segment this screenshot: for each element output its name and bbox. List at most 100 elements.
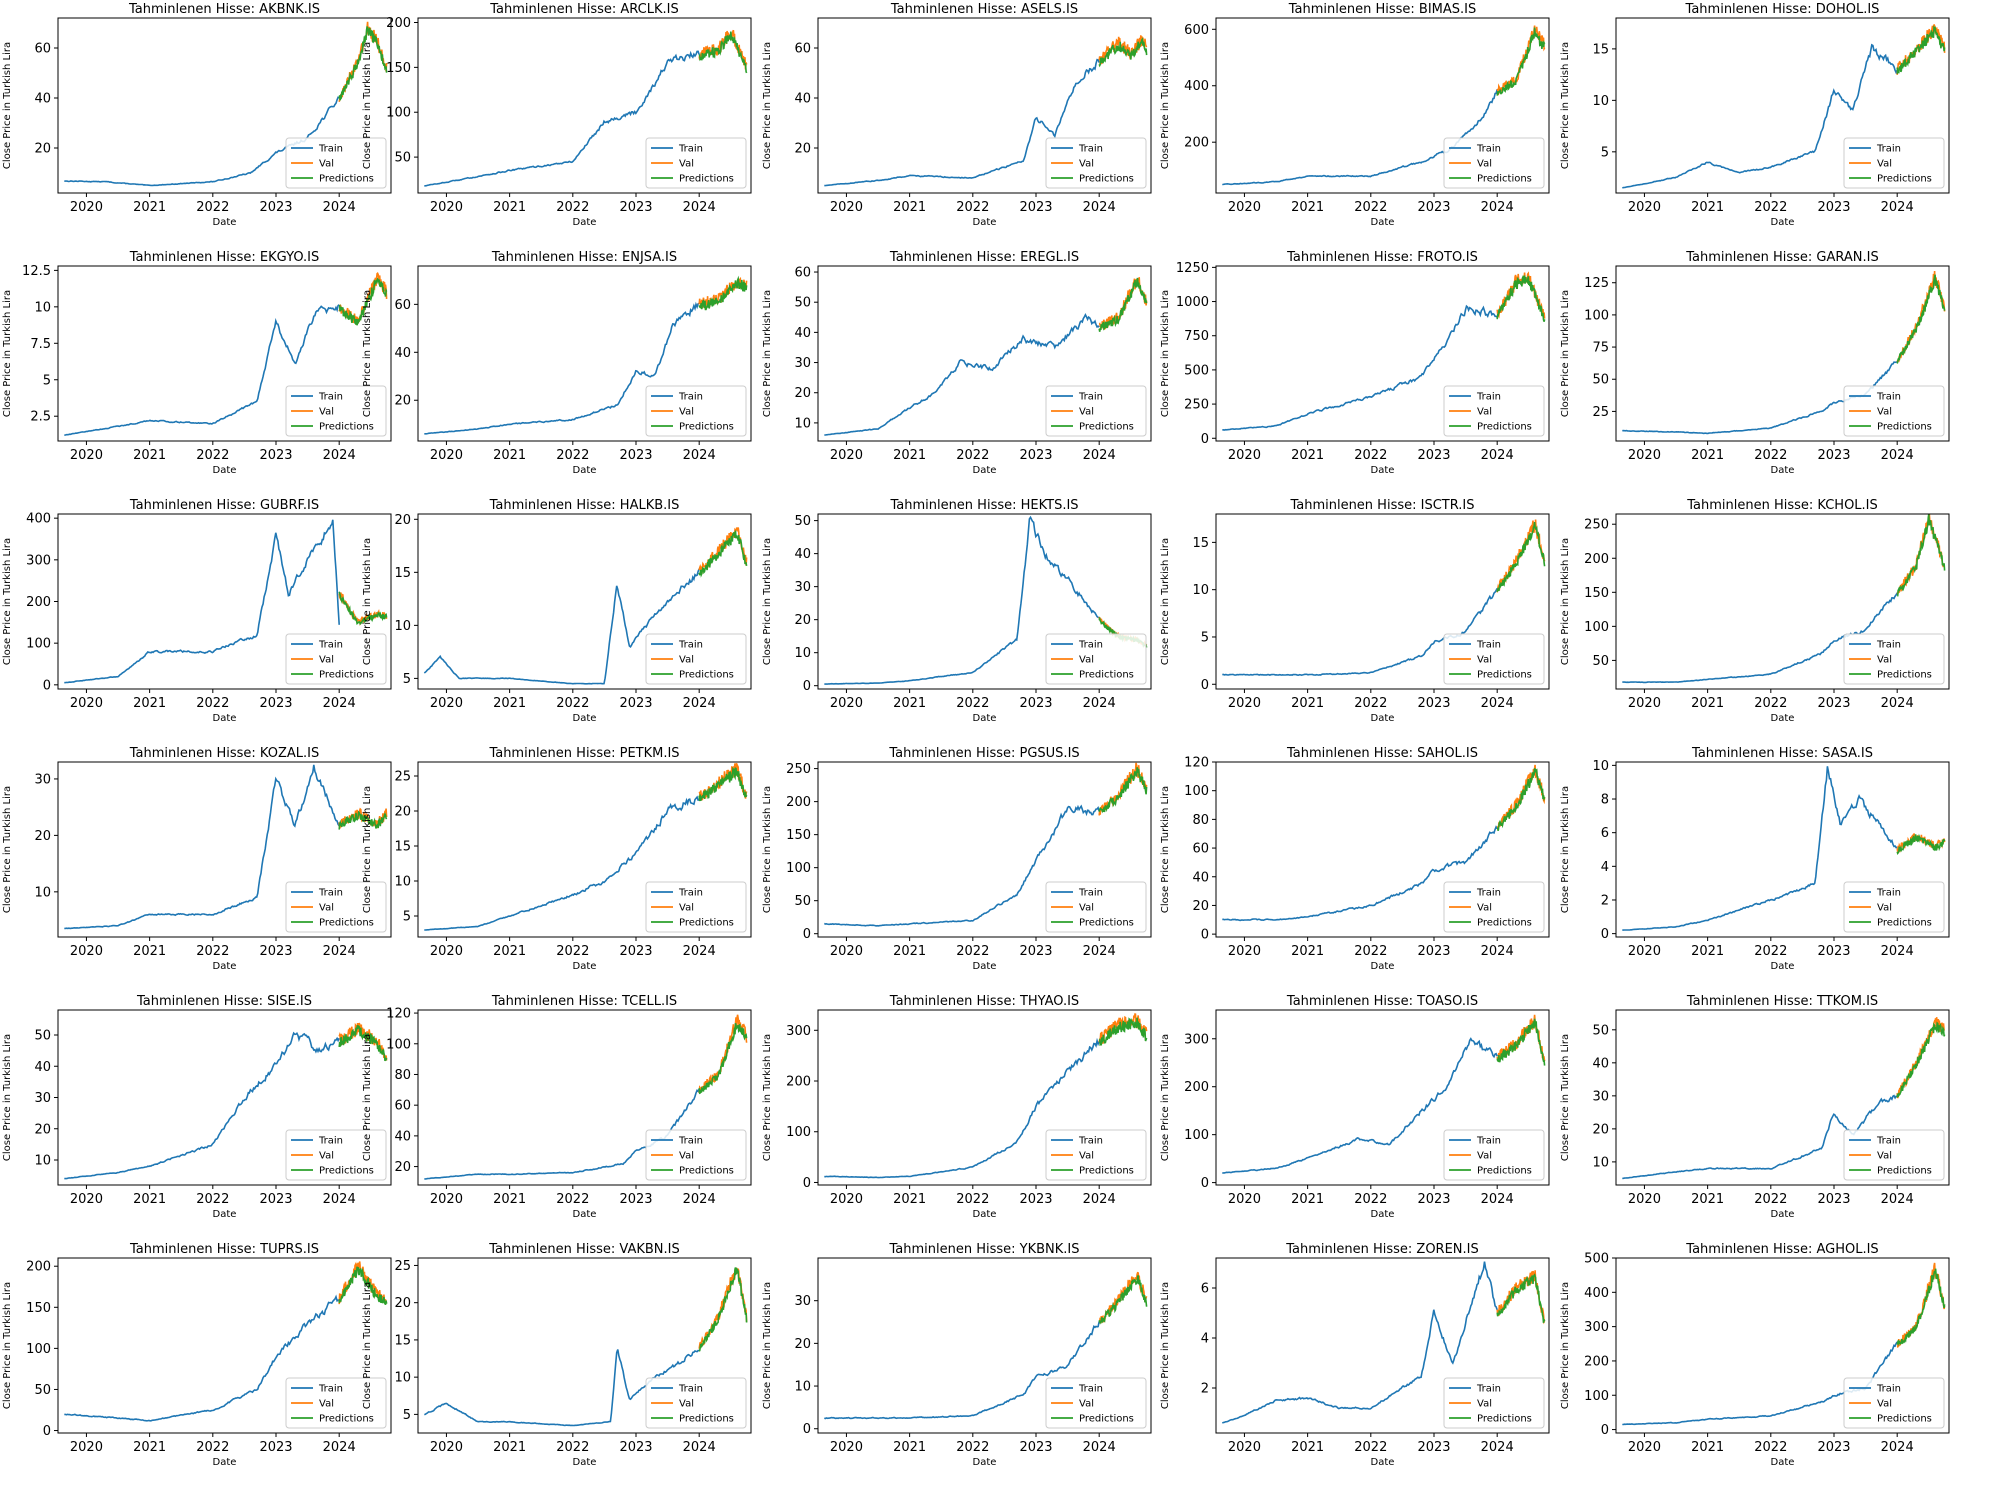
y-axis-label: Close Price in Turkish Lira (1560, 538, 1571, 665)
x-tick-label: 2023 (1019, 696, 1052, 711)
predictions-line (698, 31, 748, 74)
legend-box (1843, 633, 1945, 685)
x-axis-label: Date (973, 1209, 997, 1220)
subplot-vakbn-is: Tahminlenen Hisse: VAKBN.IS Close Price i… (362, 1242, 752, 1468)
legend-box (1443, 881, 1545, 933)
x-tick-label: 2024 (323, 1192, 356, 1207)
subplot-title: Tahminlenen Hisse: TTKOM.IS (1686, 994, 1878, 1009)
x-tick-label: 2021 (1691, 1440, 1724, 1455)
axes-frame (1615, 17, 1950, 194)
legend: Train Val Predictions (1045, 633, 1147, 685)
y-axis-label: Close Price in Turkish Lira (362, 1282, 373, 1409)
y-tick-label: 20 (394, 805, 411, 820)
legend-box (1045, 1377, 1147, 1429)
y-axis-label: Close Price in Turkish Lira (1560, 42, 1571, 169)
subplot-bimas-is: Tahminlenen Hisse: BIMAS.IS Close Price i… (1160, 2, 1550, 228)
subplot-tuprs-is: Tahminlenen Hisse: TUPRS.IS Close Price i… (2, 1242, 392, 1468)
legend-label: Train (318, 392, 343, 403)
y-axis-label: Close Price in Turkish Lira (362, 538, 373, 665)
y-tick-label: 2 (1601, 893, 1609, 908)
subplot-kchol-is: Tahminlenen Hisse: KCHOL.IS Close Price i… (1560, 498, 1950, 724)
x-tick-label: 2023 (1019, 200, 1052, 215)
legend-label: Train (1876, 888, 1901, 899)
y-tick-label: 20 (794, 1337, 811, 1352)
y-tick-label: 15 (394, 1333, 411, 1348)
x-tick-label: 2024 (1481, 1440, 1514, 1455)
y-axis-label: Close Price in Turkish Lira (362, 1034, 373, 1161)
x-axis-label: Date (973, 217, 997, 228)
legend: Train Val Predictions (285, 1129, 387, 1181)
subplot-ykbnk-is: Tahminlenen Hisse: YKBNK.IS Close Price i… (762, 1242, 1152, 1468)
legend-label: Train (1476, 1384, 1501, 1395)
x-tick-label: 2024 (1881, 200, 1914, 215)
y-tick-label: 40 (34, 1060, 51, 1075)
predictions-line (1098, 767, 1148, 814)
legend-label: Val (1877, 159, 1892, 170)
x-tick-label: 2021 (493, 1192, 526, 1207)
y-tick-label: 6 (1201, 1282, 1209, 1297)
x-tick-label: 2021 (1691, 944, 1724, 959)
y-tick-label: 10 (34, 300, 51, 315)
x-tick-label: 2020 (1628, 448, 1661, 463)
y-tick-label: 20 (394, 513, 411, 528)
y-tick-label: 200 (1184, 136, 1209, 151)
axes-frame (417, 17, 752, 194)
x-tick-label: 2024 (323, 696, 356, 711)
y-tick-label: 0 (1201, 678, 1209, 693)
x-tick-label: 2021 (133, 944, 166, 959)
axes-frame (417, 761, 752, 938)
legend-label: Val (1079, 407, 1094, 418)
subplot-toaso-is: Tahminlenen Hisse: TOASO.IS Close Price i… (1160, 994, 1550, 1220)
y-tick-label: 40 (1592, 1056, 1609, 1071)
subplot-eregl-is: Tahminlenen Hisse: EREGL.IS Close Price i… (762, 250, 1152, 476)
subplot-froto-is: Tahminlenen Hisse: FROTO.IS Close Price i… (1160, 250, 1550, 476)
subplot-title: Tahminlenen Hisse: AKBNK.IS (128, 2, 320, 17)
x-tick-label: 2020 (830, 448, 863, 463)
legend-box (1045, 385, 1147, 437)
x-axis-label: Date (213, 217, 237, 228)
y-tick-label: 4 (1601, 860, 1609, 875)
y-axis-label: Close Price in Turkish Lira (1160, 786, 1171, 913)
legend-label: Predictions (319, 422, 374, 433)
axes-frame (817, 265, 1152, 442)
y-tick-label: 15 (1192, 536, 1209, 551)
legend-label: Train (1078, 1384, 1103, 1395)
y-tick-label: 8 (1601, 793, 1609, 808)
y-tick-label: 25 (394, 1259, 411, 1274)
x-tick-label: 2024 (1481, 200, 1514, 215)
y-axis-label: Close Price in Turkish Lira (762, 290, 773, 417)
y-tick-label: 0 (1201, 928, 1209, 943)
legend-label: Val (1477, 903, 1492, 914)
subplot-title: Tahminlenen Hisse: EKGYO.IS (129, 250, 320, 265)
legend-label: Val (1079, 903, 1094, 914)
x-tick-label: 2024 (1481, 696, 1514, 711)
legend-box (645, 1377, 747, 1429)
legend-label: Val (1079, 655, 1094, 666)
y-tick-label: 100 (1584, 620, 1609, 635)
axes-frame (1215, 513, 1550, 690)
x-tick-label: 2022 (556, 696, 589, 711)
x-tick-label: 2023 (1417, 1192, 1450, 1207)
y-tick-label: 4 (1201, 1332, 1209, 1347)
legend-label: Val (1477, 407, 1492, 418)
y-axis-label: Close Price in Turkish Lira (362, 786, 373, 913)
y-tick-label: 30 (34, 1091, 51, 1106)
y-tick-label: 20 (794, 613, 811, 628)
y-tick-label: 150 (786, 828, 811, 843)
legend-label: Train (678, 640, 703, 651)
subplot-garan-is: Tahminlenen Hisse: GARAN.IS Close Price i… (1560, 250, 1950, 476)
y-tick-label: 6 (1601, 826, 1609, 841)
y-tick-label: 100 (386, 106, 411, 121)
x-axis-label: Date (973, 713, 997, 724)
legend-label: Train (1476, 888, 1501, 899)
predictions-line (1896, 1021, 1946, 1098)
y-tick-label: 0 (1601, 1423, 1609, 1438)
legend-label: Val (319, 1151, 334, 1162)
x-tick-label: 2022 (956, 944, 989, 959)
y-tick-label: 100 (386, 1037, 411, 1052)
x-axis-label: Date (573, 1209, 597, 1220)
legend-label: Val (1877, 655, 1892, 666)
x-tick-label: 2022 (1754, 944, 1787, 959)
subplot-title: Tahminlenen Hisse: SISE.IS (136, 994, 312, 1009)
y-tick-label: 500 (1584, 1252, 1609, 1267)
